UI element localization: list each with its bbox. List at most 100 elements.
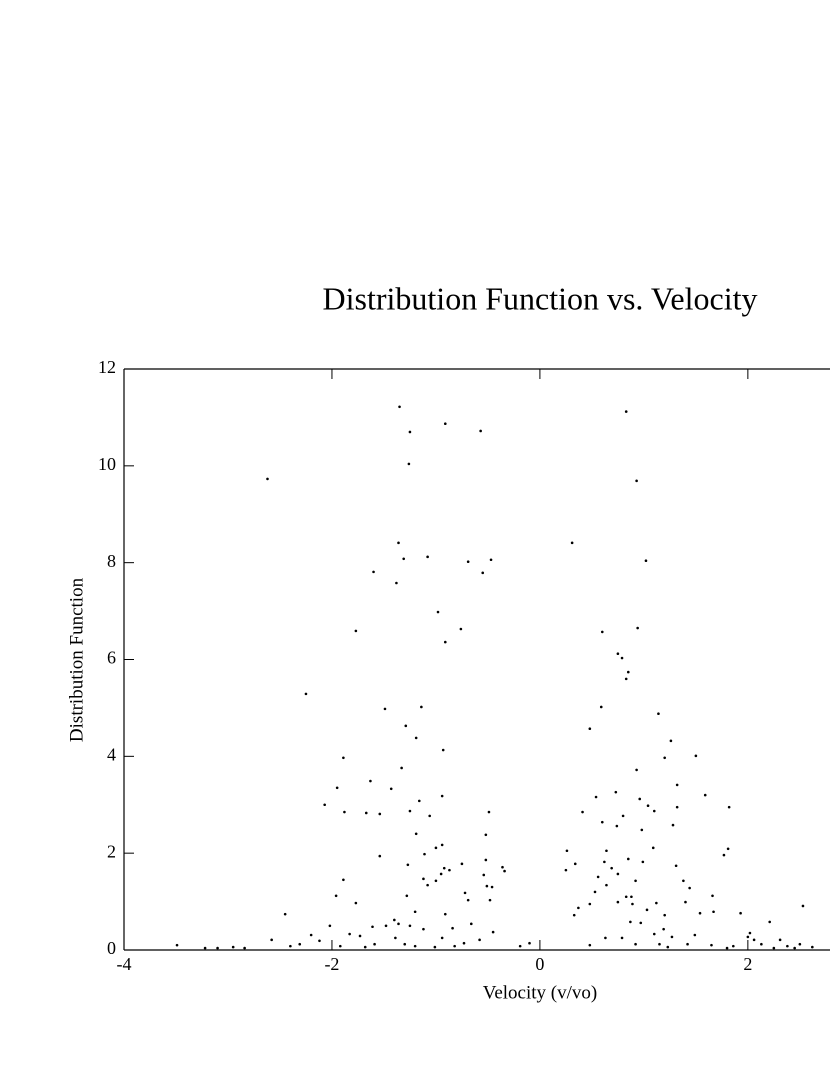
point	[739, 911, 742, 915]
point	[772, 946, 776, 950]
point	[440, 794, 444, 798]
point	[490, 885, 494, 889]
point	[243, 946, 246, 950]
point	[358, 934, 362, 938]
point	[572, 913, 576, 917]
point	[615, 824, 619, 828]
point	[354, 629, 358, 633]
point	[722, 853, 726, 857]
point	[466, 898, 470, 902]
point	[610, 866, 613, 870]
point	[443, 422, 447, 426]
point	[459, 627, 463, 631]
point	[406, 863, 410, 867]
point	[640, 828, 644, 832]
point	[703, 793, 707, 797]
point	[343, 810, 346, 814]
point	[651, 846, 655, 850]
point	[675, 805, 679, 809]
x-tick-label: -4	[117, 954, 132, 974]
point	[408, 924, 412, 928]
point	[768, 920, 771, 924]
point	[175, 943, 179, 947]
point	[426, 883, 429, 887]
point	[652, 932, 656, 936]
point	[694, 754, 698, 758]
point	[433, 945, 437, 949]
point	[489, 558, 493, 562]
point	[491, 930, 495, 934]
point	[309, 933, 313, 937]
point	[801, 904, 805, 908]
point	[666, 945, 670, 949]
point	[588, 943, 592, 947]
point	[638, 797, 642, 801]
y-tick-label: 8	[107, 551, 116, 571]
point	[616, 652, 620, 655]
point	[712, 910, 715, 914]
point	[588, 902, 592, 906]
point	[663, 756, 666, 760]
point	[636, 626, 639, 630]
point	[752, 938, 756, 942]
point	[662, 927, 665, 931]
point	[481, 571, 485, 575]
point	[645, 908, 649, 912]
x-tick-label: 0	[535, 954, 544, 974]
point	[503, 869, 506, 873]
point	[686, 942, 689, 946]
point	[394, 936, 397, 940]
point	[760, 942, 763, 946]
point	[334, 894, 338, 898]
point	[393, 918, 396, 922]
y-tick-label: 0	[107, 938, 116, 958]
point	[408, 430, 412, 434]
point	[746, 935, 750, 939]
point	[599, 705, 603, 709]
point	[328, 924, 332, 928]
point	[484, 858, 488, 862]
point	[384, 924, 388, 928]
point	[441, 748, 445, 752]
y-tick-label: 12	[98, 357, 116, 377]
point	[405, 894, 409, 898]
point	[727, 805, 731, 809]
point	[573, 862, 577, 866]
point	[682, 879, 685, 883]
point	[434, 846, 438, 850]
point	[440, 936, 444, 940]
point	[588, 727, 592, 731]
point	[786, 944, 789, 948]
point	[620, 936, 624, 940]
point	[266, 477, 269, 481]
point	[793, 946, 796, 950]
point	[451, 926, 454, 930]
point	[423, 852, 426, 856]
point	[594, 795, 598, 799]
point	[400, 766, 403, 770]
point	[434, 879, 438, 883]
point	[371, 925, 374, 929]
point	[626, 670, 630, 674]
point	[383, 707, 387, 711]
point	[443, 912, 447, 916]
point	[570, 541, 574, 545]
point	[644, 559, 648, 563]
point	[634, 942, 637, 946]
point	[420, 705, 423, 709]
point	[469, 922, 473, 926]
point	[634, 879, 637, 883]
point	[283, 912, 287, 916]
point	[658, 942, 661, 946]
point	[605, 883, 608, 887]
point	[216, 946, 219, 950]
point	[652, 809, 656, 813]
point	[403, 942, 407, 946]
point	[669, 739, 673, 743]
point	[693, 933, 697, 937]
point	[482, 873, 486, 877]
point	[402, 557, 405, 561]
point	[487, 810, 491, 814]
point	[603, 860, 606, 864]
